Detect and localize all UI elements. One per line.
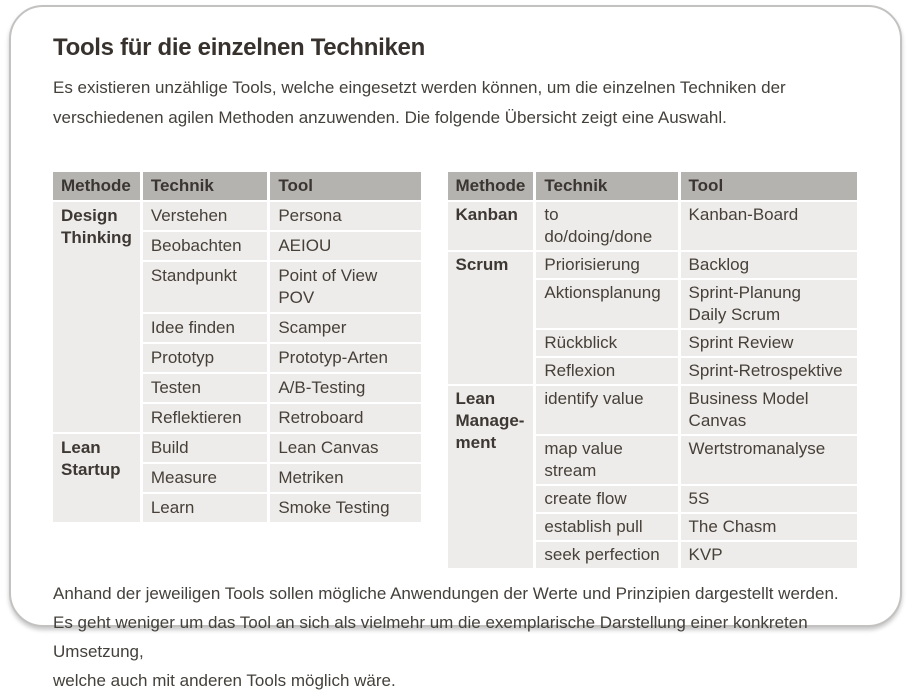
table-row: Rückblick Sprint Review <box>448 330 857 356</box>
table-row: Scrum Priorisierung Backlog <box>447 252 857 384</box>
technik-cell: Testen <box>142 374 268 402</box>
technik-cell: identify value <box>536 386 678 434</box>
intro-paragraph: Es existieren unzählige Tools, welche ei… <box>53 73 860 133</box>
technik-cell: Verstehen <box>142 202 268 230</box>
content-card: Tools für die einzelnen Techniken Es exi… <box>9 5 902 690</box>
table-row: Reflektieren Retroboard <box>53 404 421 432</box>
footer-paragraph: Anhand der jeweiligen Tools sollen mögli… <box>53 579 860 695</box>
footer-line: welche auch mit anderen Tools möglich wä… <box>53 671 396 690</box>
tool-cell: Metriken <box>270 464 421 492</box>
table-row: create flow 5S <box>448 486 857 512</box>
column-header-technik: Technik <box>142 172 268 200</box>
method-cell: Lean Manage- ment <box>447 386 534 568</box>
intro-line: Es existieren unzählige Tools, welche ei… <box>53 78 786 97</box>
table-row: Idee finden Scamper <box>53 314 421 342</box>
method-cell: Scrum <box>447 252 534 384</box>
tool-cell: 5S <box>680 486 857 512</box>
tables-container: Methode Technik Tool Design Thinking Ver… <box>53 170 860 570</box>
tool-cell: Sprint Review <box>680 330 857 356</box>
technik-cell: Beobachten <box>142 232 268 260</box>
column-header-methode: Methode <box>53 172 140 200</box>
footer-line: Anhand der jeweiligen Tools sollen mögli… <box>53 584 839 603</box>
technik-cell: create flow <box>536 486 678 512</box>
technik-cell: Standpunkt <box>142 262 268 312</box>
tool-cell: Business Model Canvas <box>680 386 857 434</box>
tool-cell: Kanban-Board <box>680 202 857 250</box>
tool-cell: KVP <box>680 542 857 568</box>
technik-cell: Build <box>142 434 268 462</box>
method-cell: Lean Startup <box>53 434 140 522</box>
technik-cell: Priorisierung <box>536 252 678 278</box>
method-cell: Kanban <box>447 202 534 250</box>
tool-cell: Retroboard <box>270 404 421 432</box>
page-content: Tools für die einzelnen Techniken Es exi… <box>11 7 900 695</box>
tool-cell: Lean Canvas <box>270 434 421 462</box>
tool-cell: Persona <box>270 202 421 230</box>
technik-cell: Reflektieren <box>142 404 268 432</box>
technik-cell: Rückblick <box>536 330 678 356</box>
tools-table-right: Methode Technik Tool Kanban to do/doing/… <box>445 170 861 570</box>
tool-cell: A/B-Testing <box>270 374 421 402</box>
table-row: Beobachten AEIOU <box>53 232 421 260</box>
table-row: Reflexion Sprint-Retrospektive <box>448 358 857 384</box>
technik-cell: Aktionsplanung <box>536 280 678 328</box>
table-row: Standpunkt Point of View POV <box>53 262 421 312</box>
table-row: Kanban to do/doing/done Kanban-Board <box>447 202 857 250</box>
intro-line: verschiedenen agilen Methoden anzuwenden… <box>53 108 727 127</box>
technik-cell: Measure <box>142 464 268 492</box>
method-cell: Design Thinking <box>53 202 140 432</box>
tool-cell: Prototyp-Arten <box>270 344 421 372</box>
table-row: map value stream Wertstromanalyse <box>448 436 857 484</box>
table-header-row: Methode Technik Tool <box>447 172 857 200</box>
technik-cell: Idee finden <box>142 314 268 342</box>
tool-cell: Sprint-Planung Daily Scrum <box>680 280 857 328</box>
tool-cell: Scamper <box>270 314 421 342</box>
tool-cell: AEIOU <box>270 232 421 260</box>
table-row: Lean Startup Build Lean Canvas <box>53 434 421 522</box>
table-row: Aktionsplanung Sprint-Planung Daily Scru… <box>448 280 857 328</box>
table-row: Lean Manage- ment identify value Busines… <box>447 386 857 568</box>
tool-cell: Sprint-Retrospektive <box>680 358 857 384</box>
tools-table-left: Methode Technik Tool Design Thinking Ver… <box>50 170 424 524</box>
technik-cell: establish pull <box>536 514 678 540</box>
footer-line: Es geht weniger um das Tool an sich als … <box>53 613 808 661</box>
tool-cell: Smoke Testing <box>270 494 421 522</box>
column-header-tool: Tool <box>680 172 857 200</box>
technik-cell: Learn <box>142 494 268 522</box>
table-row: seek perfection KVP <box>448 542 857 568</box>
technik-cell: Reflexion <box>536 358 678 384</box>
table-row: Design Thinking Verstehen Persona <box>53 202 421 432</box>
table-header-row: Methode Technik Tool <box>53 172 421 200</box>
tool-cell: The Chasm <box>680 514 857 540</box>
table-row: establish pull The Chasm <box>448 514 857 540</box>
technik-cell: Prototyp <box>142 344 268 372</box>
column-header-tool: Tool <box>270 172 421 200</box>
tool-cell: Wertstromanalyse <box>680 436 857 484</box>
table-row: Learn Smoke Testing <box>53 494 421 522</box>
column-header-technik: Technik <box>536 172 678 200</box>
page-title: Tools für die einzelnen Techniken <box>53 34 425 61</box>
tool-cell: Backlog <box>680 252 857 278</box>
table-row: Measure Metriken <box>53 464 421 492</box>
table-row: Testen A/B-Testing <box>53 374 421 402</box>
table-row: Prototyp Prototyp-Arten <box>53 344 421 372</box>
technik-cell: to do/doing/done <box>536 202 678 250</box>
column-header-methode: Methode <box>447 172 534 200</box>
tool-cell: Point of View POV <box>270 262 421 312</box>
technik-cell: map value stream <box>536 436 678 484</box>
technik-cell: seek perfection <box>536 542 678 568</box>
